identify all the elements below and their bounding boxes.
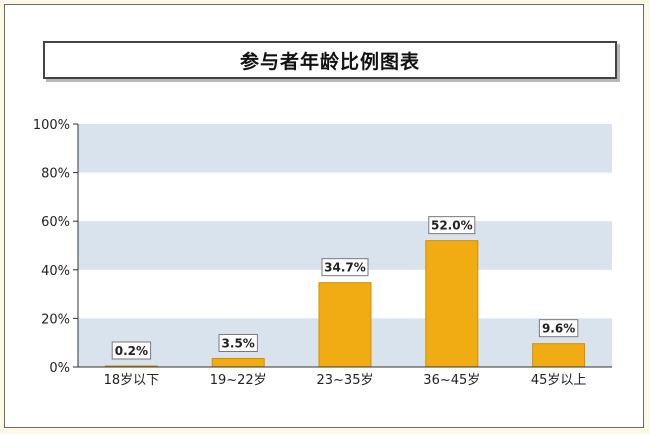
y-tick-label: 100% <box>33 118 70 133</box>
data-label-box <box>428 216 476 235</box>
grid-band <box>78 124 612 173</box>
data-labels: 0.2% 3.5% 34.7% 52.0% 9.6% <box>111 216 579 360</box>
axes <box>77 124 612 368</box>
y-tick-label: 80% <box>41 167 70 182</box>
bars <box>104 240 586 368</box>
bar <box>318 282 372 368</box>
data-label: 9.6% <box>542 322 575 336</box>
x-category-label: 19~22岁 <box>210 373 267 388</box>
y-tick-label: 40% <box>41 264 70 279</box>
data-label-box <box>218 333 258 352</box>
x-axis-labels: 18岁以下 19~22岁 23~35岁 36~45岁 45岁以上 <box>104 373 587 388</box>
x-category-label: 45岁以上 <box>531 373 587 388</box>
grid-bands <box>78 124 612 367</box>
y-tick-label: 20% <box>41 312 70 327</box>
chart-title-box: 参与者年龄比例图表 <box>43 41 617 79</box>
y-tick-label: 0% <box>49 361 70 376</box>
data-label: 34.7% <box>324 261 366 275</box>
x-category-label: 23~35岁 <box>317 373 374 388</box>
chart-title: 参与者年龄比例图表 <box>239 50 420 73</box>
data-label: 0.2% <box>115 344 148 358</box>
x-category-label: 36~45岁 <box>423 373 480 388</box>
bar <box>211 357 265 368</box>
data-label-box <box>111 341 152 360</box>
data-label: 52.0% <box>431 219 473 233</box>
x-category-label: 18岁以下 <box>104 373 160 388</box>
y-tick-label: 60% <box>41 215 70 230</box>
y-axis-ticks: 0% 20% 40% 60% 80% 100% <box>33 118 78 376</box>
data-label-box <box>538 319 579 338</box>
bar <box>532 343 586 368</box>
data-label: 3.5% <box>222 336 255 350</box>
bar <box>425 240 479 368</box>
data-label-box <box>321 258 369 277</box>
